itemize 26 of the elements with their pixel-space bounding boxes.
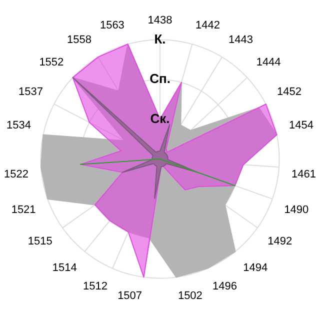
spoke-label: 1558: [67, 34, 92, 46]
spoke-label: 1521: [11, 204, 36, 216]
spoke-label: 1442: [196, 20, 220, 32]
spoke-label: 1515: [28, 236, 52, 248]
spoke-label: 1443: [228, 34, 253, 46]
spoke-label: 1438: [148, 14, 172, 27]
spoke-label: 1490: [284, 204, 309, 216]
spoke-label: 1534: [6, 120, 31, 132]
spoke-label: 1512: [83, 280, 108, 293]
spoke-label: 1454: [289, 120, 314, 132]
spoke-label: 1552: [39, 56, 64, 68]
spoke-label: 1502: [178, 290, 202, 302]
y-tick-label: Ск.: [150, 110, 170, 126]
spoke-label: 1444: [256, 56, 281, 68]
y-tick-label: К.: [154, 31, 166, 46]
spoke-label: 1496: [212, 280, 237, 293]
spoke-label: 1452: [277, 86, 302, 98]
spoke-label: 1514: [52, 262, 77, 274]
spoke-label: 1563: [100, 20, 124, 32]
spoke-label: 1507: [118, 290, 142, 302]
spoke-label: 1522: [4, 168, 29, 181]
spoke-label: 1492: [268, 236, 292, 248]
spoke-label: 1494: [243, 262, 268, 274]
y-tick-label: Сп.: [150, 71, 170, 86]
spoke-label: 1537: [18, 86, 43, 98]
spoke-label: 1461: [291, 168, 316, 181]
